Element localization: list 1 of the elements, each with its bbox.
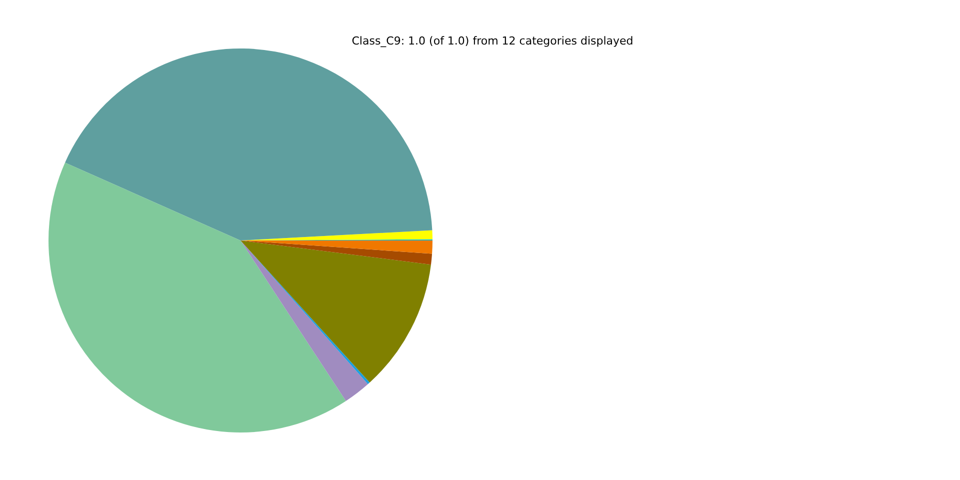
text: Class_C9: 1.0 (of 1.0) from 12 categories displayed	[352, 34, 634, 48]
